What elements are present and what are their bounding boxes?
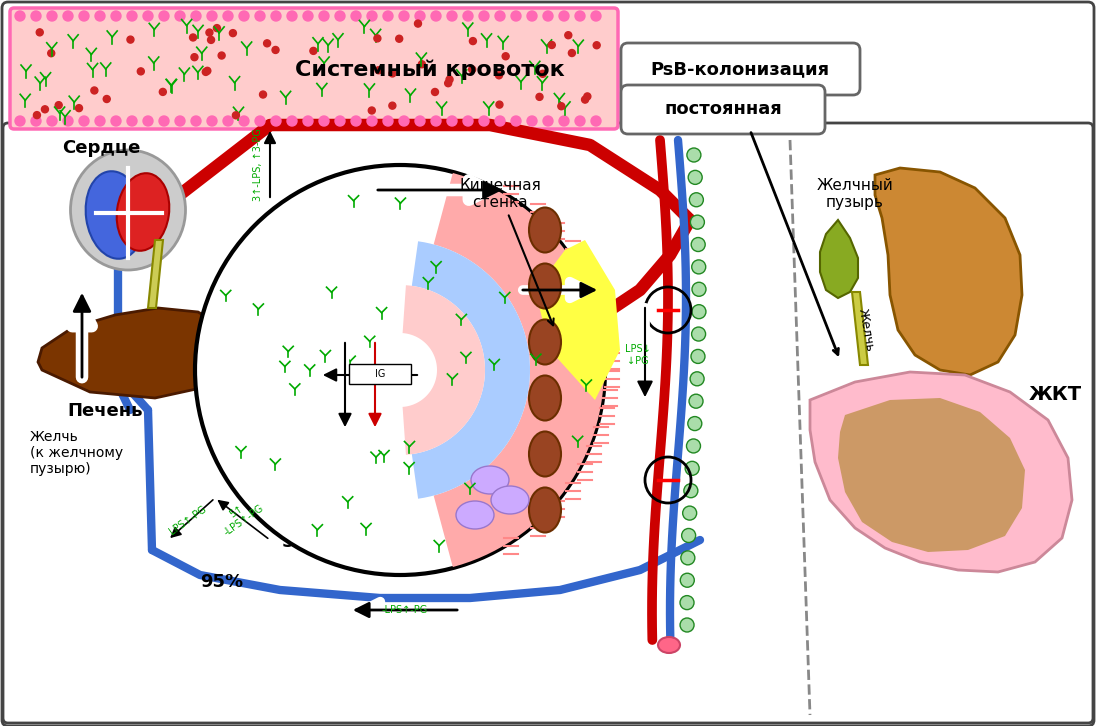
Circle shape	[689, 193, 704, 207]
Polygon shape	[434, 173, 604, 567]
Polygon shape	[402, 285, 484, 454]
Text: 5%: 5%	[282, 533, 312, 551]
Circle shape	[682, 529, 696, 542]
Circle shape	[688, 171, 703, 184]
Text: Печень: Печень	[67, 402, 142, 420]
Text: 95%: 95%	[199, 573, 243, 591]
Circle shape	[558, 102, 564, 110]
Circle shape	[367, 116, 377, 126]
Circle shape	[447, 116, 457, 126]
Text: -LPS↑-PG: -LPS↑-PG	[381, 605, 429, 615]
Polygon shape	[148, 240, 163, 308]
Circle shape	[191, 11, 201, 21]
Circle shape	[591, 116, 601, 126]
Circle shape	[302, 116, 313, 126]
Circle shape	[543, 116, 553, 126]
Circle shape	[207, 116, 217, 126]
Circle shape	[31, 116, 41, 126]
Text: PsB-колонизация: PsB-колонизация	[650, 60, 830, 78]
Circle shape	[502, 53, 510, 60]
Circle shape	[95, 116, 105, 126]
Circle shape	[368, 107, 375, 114]
Circle shape	[495, 72, 502, 79]
Circle shape	[399, 11, 409, 21]
Circle shape	[683, 506, 697, 520]
Text: Сердце: Сердце	[62, 139, 140, 157]
Circle shape	[367, 11, 377, 21]
Circle shape	[264, 40, 271, 46]
Circle shape	[302, 11, 313, 21]
Polygon shape	[38, 308, 235, 398]
Circle shape	[527, 11, 537, 21]
Circle shape	[175, 116, 185, 126]
Polygon shape	[810, 372, 1072, 572]
Text: постоянная: постоянная	[664, 100, 781, 118]
Circle shape	[111, 11, 121, 21]
Circle shape	[159, 11, 169, 21]
Ellipse shape	[491, 486, 529, 514]
Circle shape	[351, 11, 361, 21]
Ellipse shape	[70, 150, 185, 270]
Circle shape	[62, 116, 73, 126]
Circle shape	[687, 148, 701, 162]
Circle shape	[539, 70, 546, 77]
Circle shape	[127, 36, 134, 43]
Circle shape	[496, 101, 503, 108]
Text: Желчь
(к желчному
пузырю): Желчь (к желчному пузырю)	[30, 430, 123, 476]
Ellipse shape	[529, 319, 561, 364]
Circle shape	[36, 29, 43, 36]
Circle shape	[396, 36, 402, 42]
Circle shape	[495, 11, 505, 21]
Circle shape	[446, 76, 453, 83]
Polygon shape	[412, 241, 530, 499]
Circle shape	[255, 11, 265, 21]
Circle shape	[415, 116, 425, 126]
Circle shape	[287, 116, 297, 126]
Circle shape	[688, 417, 701, 431]
Circle shape	[31, 11, 41, 21]
Circle shape	[692, 260, 706, 274]
Circle shape	[15, 11, 25, 21]
Circle shape	[206, 29, 213, 36]
Circle shape	[431, 116, 441, 126]
Circle shape	[575, 11, 585, 21]
Circle shape	[319, 116, 329, 126]
Circle shape	[479, 116, 489, 126]
Circle shape	[91, 87, 98, 94]
Circle shape	[127, 116, 137, 126]
Circle shape	[229, 30, 237, 36]
Circle shape	[203, 68, 209, 76]
Circle shape	[383, 11, 393, 21]
Circle shape	[159, 89, 167, 95]
Circle shape	[175, 11, 185, 21]
Circle shape	[271, 11, 281, 21]
Ellipse shape	[658, 637, 680, 653]
Circle shape	[536, 94, 543, 100]
Circle shape	[15, 116, 25, 126]
FancyBboxPatch shape	[10, 8, 618, 129]
Circle shape	[431, 11, 441, 21]
Circle shape	[414, 20, 422, 27]
Circle shape	[260, 91, 266, 98]
Circle shape	[584, 93, 591, 100]
Circle shape	[681, 551, 695, 565]
Circle shape	[692, 237, 705, 251]
Circle shape	[681, 574, 694, 587]
Circle shape	[692, 282, 706, 296]
Circle shape	[207, 36, 215, 44]
Circle shape	[335, 116, 345, 126]
Circle shape	[399, 116, 409, 126]
Circle shape	[543, 11, 553, 21]
Ellipse shape	[529, 375, 561, 420]
Circle shape	[47, 11, 57, 21]
Circle shape	[374, 35, 381, 42]
Ellipse shape	[529, 208, 561, 253]
Polygon shape	[852, 292, 868, 365]
Circle shape	[351, 116, 361, 126]
Circle shape	[142, 11, 153, 21]
Circle shape	[232, 112, 239, 119]
Circle shape	[239, 11, 249, 21]
Text: Системный кровоток: Системный кровоток	[295, 60, 564, 81]
Text: 3↑-LPS, ↑3-PG: 3↑-LPS, ↑3-PG	[253, 129, 263, 201]
